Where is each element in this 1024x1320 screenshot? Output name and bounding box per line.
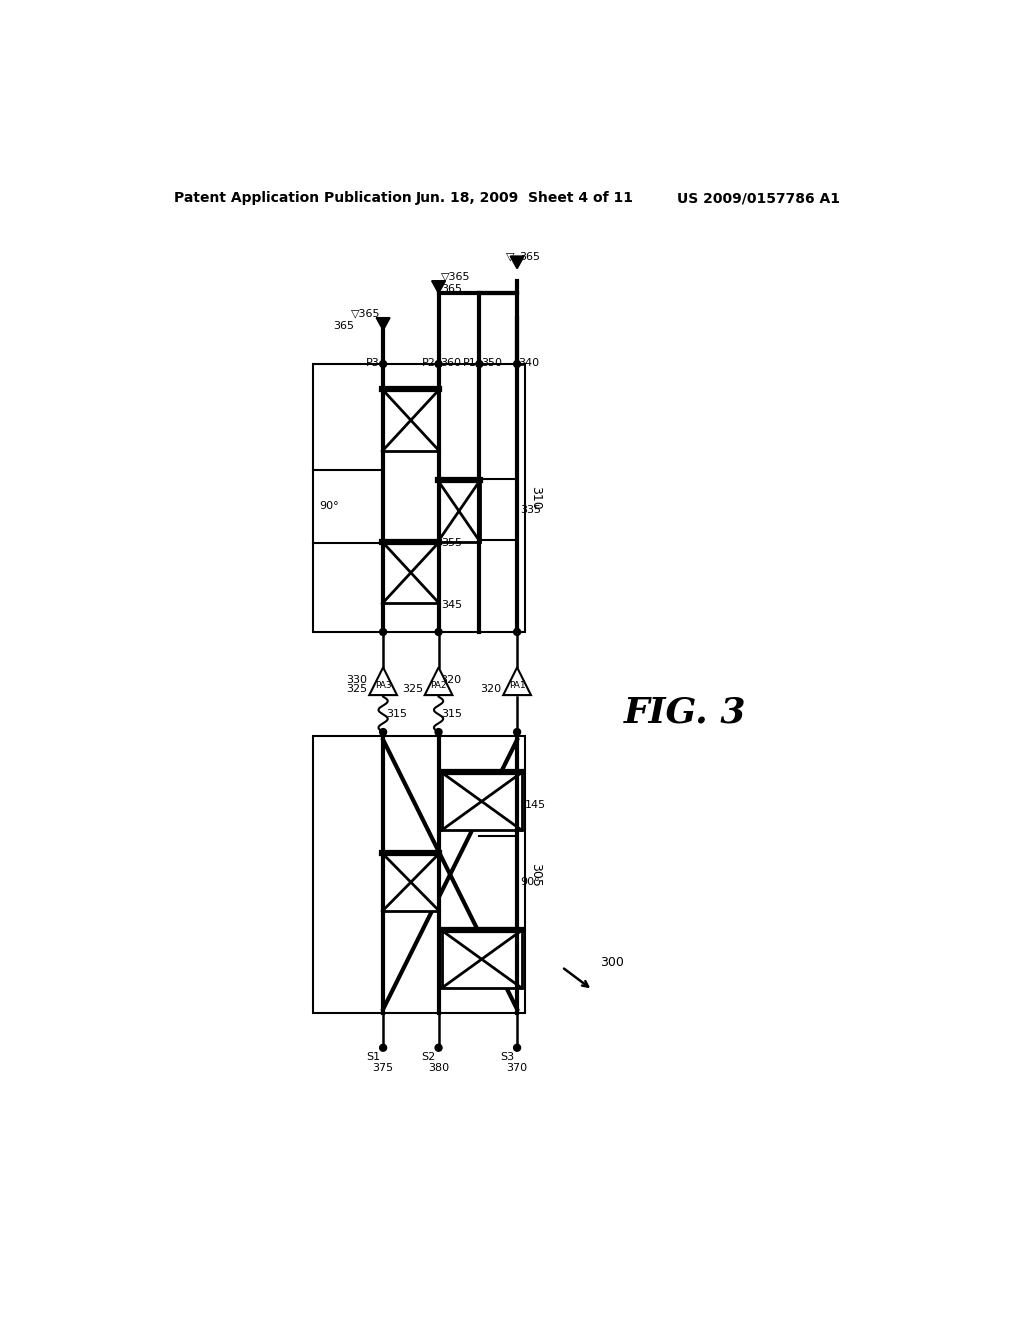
Text: 315: 315: [386, 709, 408, 719]
Text: 305: 305: [529, 862, 543, 887]
Polygon shape: [432, 281, 445, 293]
Text: 340: 340: [518, 358, 540, 368]
Text: 335: 335: [520, 504, 541, 515]
Polygon shape: [377, 318, 390, 330]
Text: 330: 330: [346, 675, 367, 685]
Text: P1: P1: [463, 358, 476, 368]
Polygon shape: [370, 668, 397, 696]
Circle shape: [435, 360, 442, 367]
Text: ▽: ▽: [506, 252, 514, 261]
Text: ▽365: ▽365: [350, 308, 380, 318]
Text: 90°: 90°: [520, 878, 540, 887]
Text: PA1: PA1: [509, 681, 525, 690]
Text: 365: 365: [333, 321, 354, 331]
Text: Jun. 18, 2009  Sheet 4 of 11: Jun. 18, 2009 Sheet 4 of 11: [416, 191, 634, 206]
Text: P2: P2: [422, 358, 435, 368]
Bar: [313, 364, 524, 632]
Circle shape: [380, 1044, 387, 1051]
Text: FIG. 3: FIG. 3: [624, 696, 746, 730]
Circle shape: [435, 1044, 442, 1051]
Bar: [382, 541, 439, 603]
Text: 320: 320: [440, 675, 461, 685]
Text: PA2: PA2: [430, 681, 446, 690]
Text: 350: 350: [481, 358, 502, 368]
Text: 360: 360: [440, 358, 461, 368]
Text: S1: S1: [366, 1052, 380, 1063]
Text: 355: 355: [441, 539, 463, 548]
Circle shape: [514, 1044, 520, 1051]
Circle shape: [380, 360, 387, 367]
Text: 300: 300: [600, 956, 625, 969]
Circle shape: [514, 628, 520, 635]
Circle shape: [380, 729, 387, 735]
Text: P3: P3: [367, 358, 380, 368]
Text: S3: S3: [500, 1052, 514, 1063]
Text: US 2009/0157786 A1: US 2009/0157786 A1: [677, 191, 841, 206]
Text: 325: 325: [402, 684, 423, 694]
Circle shape: [435, 729, 442, 735]
Text: Patent Application Publication: Patent Application Publication: [174, 191, 413, 206]
Text: 320: 320: [480, 684, 502, 694]
Circle shape: [514, 360, 520, 367]
Text: 370: 370: [507, 1063, 527, 1073]
Text: 380: 380: [428, 1063, 450, 1073]
Text: S2: S2: [421, 1052, 435, 1063]
Bar: [313, 737, 524, 1014]
Text: 375: 375: [373, 1063, 393, 1073]
Text: 90°: 90°: [319, 502, 339, 511]
Text: 365: 365: [519, 252, 541, 261]
Bar: [441, 772, 521, 830]
Bar: [382, 853, 439, 911]
Circle shape: [380, 628, 387, 635]
Bar: [382, 389, 439, 451]
Circle shape: [514, 729, 520, 735]
Bar: [441, 931, 521, 989]
Circle shape: [435, 628, 442, 635]
Text: PA3: PA3: [375, 681, 391, 690]
Text: 310: 310: [529, 486, 543, 510]
Text: 365: 365: [441, 284, 462, 294]
Text: ▽365: ▽365: [441, 271, 470, 281]
Text: 315: 315: [441, 709, 463, 719]
Bar: [438, 480, 480, 543]
Circle shape: [476, 360, 483, 367]
Text: 345: 345: [441, 601, 463, 610]
Polygon shape: [510, 256, 524, 268]
Polygon shape: [503, 668, 531, 696]
Text: 325: 325: [346, 684, 367, 694]
Text: 145: 145: [524, 800, 546, 810]
Polygon shape: [425, 668, 453, 696]
